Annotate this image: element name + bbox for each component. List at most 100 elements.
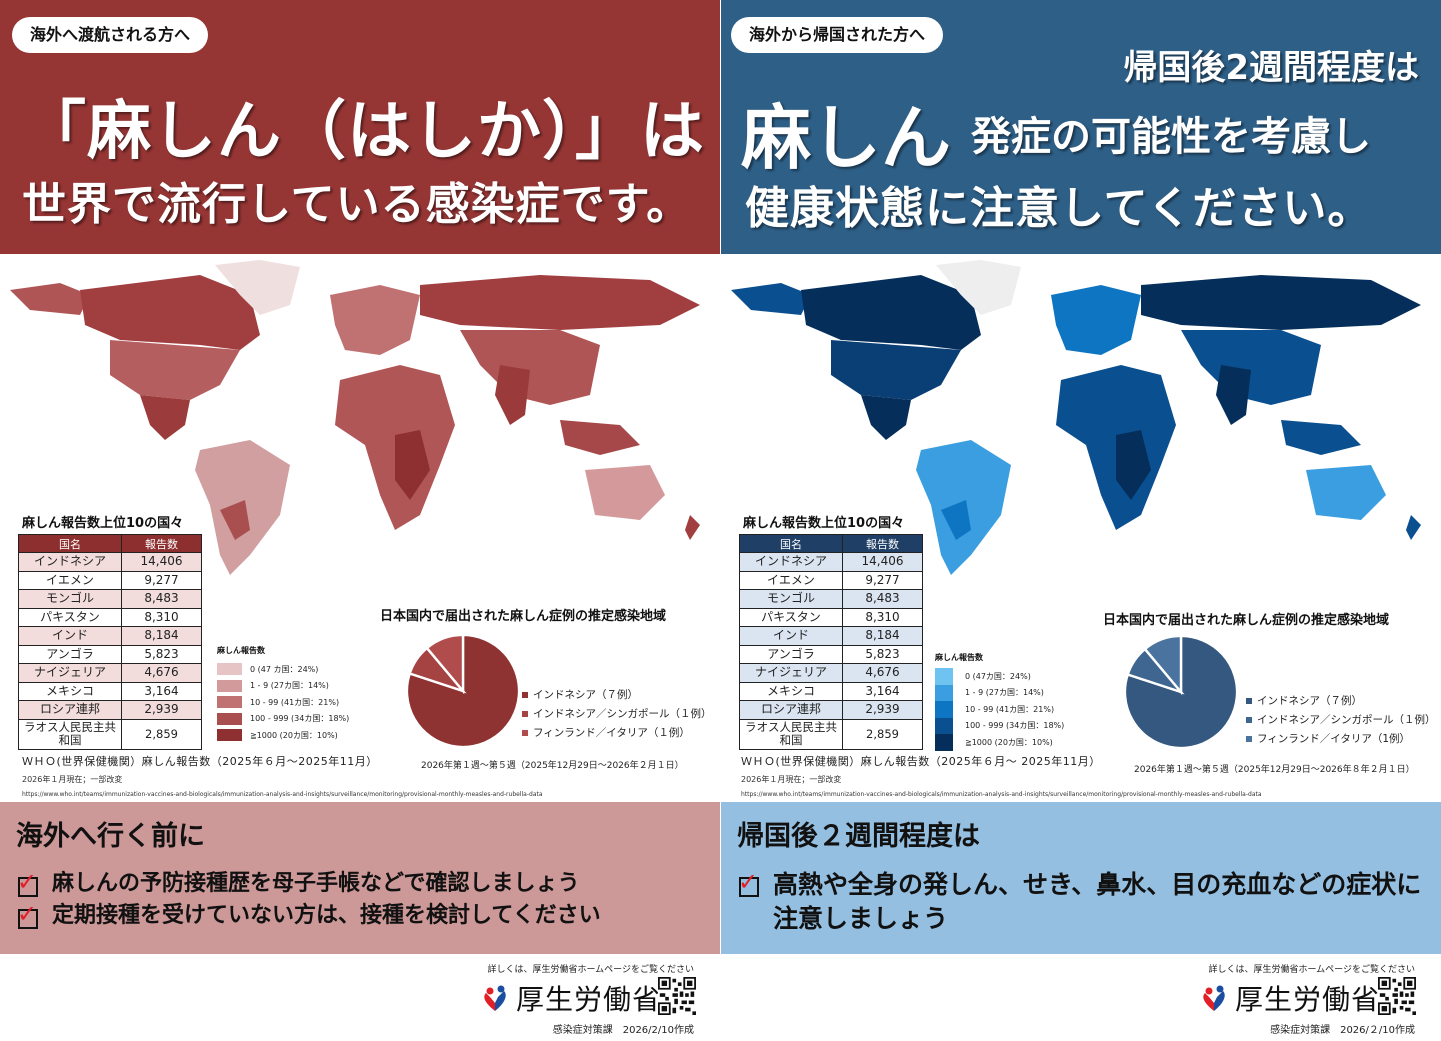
- table-row: モンゴル 8,483: [739, 589, 923, 609]
- table-row: モンゴル 8,483: [18, 589, 202, 609]
- created-date: 感染症対策課 2026/2/10作成: [552, 1025, 694, 1036]
- qr-code[interactable]: [1378, 977, 1416, 1015]
- table-row: アンゴラ 5,823: [739, 644, 923, 664]
- legend-item: 1 - 9 (27カ国：14%): [935, 684, 1064, 701]
- legend-item: ≧1000 (20カ国：10%): [217, 727, 349, 744]
- headline-big: 麻しん: [741, 97, 951, 179]
- qr-code[interactable]: [658, 977, 696, 1015]
- action-title: 海外へ行く前に: [16, 821, 205, 852]
- as-of-note: 2026年１月現在；一部改変: [22, 775, 123, 784]
- headline-line2: 健康状態に注意してください。: [745, 183, 1373, 234]
- table-row: ロシア連邦 2,939: [18, 700, 202, 720]
- footer-note: 詳しくは、厚生労働省ホームページをご覧ください: [487, 965, 694, 975]
- pie-chart: [405, 633, 521, 749]
- pie-legend-item: フィンランド／イタリア（1例）: [1246, 729, 1436, 748]
- source-line: ＷＨＯ(世界保健機関）麻しん報告数（2025年６月～2025年11月）: [22, 755, 378, 768]
- table-row: ナイジェリア 4,676: [739, 663, 923, 683]
- world-map-blue: [731, 260, 1421, 575]
- legend-swatch: [217, 679, 242, 692]
- legend-item: 1 - 9 (27カ国：14%): [217, 678, 349, 695]
- column-header: 国名: [739, 534, 843, 553]
- legend-item: 100 - 999 (34カ国：18%): [935, 717, 1064, 734]
- pie-legend-item: インドネシア／シンガポール（１例）: [1246, 710, 1436, 729]
- legend-title: 麻しん報告数: [217, 646, 265, 655]
- pie-period: 2026年第１週～第５週（2025年12月29日～2026年２月１日）: [421, 761, 684, 771]
- return-travel-panel: 海外から帰国された方へ 帰国後2週間程度は 麻しん 発症の可能性を考慮し 健康状…: [721, 0, 1441, 1041]
- as-of-note: 2026年１月現在；一部改変: [741, 775, 842, 784]
- legend-swatch: [935, 684, 953, 701]
- table-row: インド 8,184: [18, 626, 202, 646]
- legend-item: 10 - 99 (41カ国：21%): [935, 701, 1064, 718]
- table-row: インド 8,184: [739, 626, 923, 646]
- table-row: イエメン 9,277: [739, 570, 923, 590]
- column-header: 国名: [18, 534, 122, 553]
- left-header: 海外へ渡航される方へ 「麻しん（はしか）」は 世界で流行している感染症です。: [0, 0, 720, 254]
- outbound-travel-panel: 海外へ渡航される方へ 「麻しん（はしか）」は 世界で流行している感染症です。 麻…: [0, 0, 720, 1041]
- map-legend: 麻しん報告数 0 (47 カ国：24%) 1 - 9 (27カ国：14%) 10…: [217, 645, 349, 744]
- mhlw-heart-logo-icon: [484, 985, 506, 1011]
- legend-swatch: [935, 717, 953, 734]
- legend-swatch: [935, 701, 953, 718]
- pie-legend: インドネシア（７例） インドネシア／シンガポール（１例） フィンランド／イタリア…: [1246, 691, 1436, 748]
- who-url[interactable]: https://www.who.int/teams/immunization-v…: [22, 791, 543, 798]
- legend-swatch: [217, 712, 242, 725]
- pie-title: 日本国内で届出された麻しん症例の推定感染地域: [380, 609, 667, 624]
- table-row: メキシコ 3,164: [18, 681, 202, 701]
- footer-note: 詳しくは、厚生労働省ホームページをご覧ください: [1208, 965, 1415, 975]
- pie-chart: [1123, 634, 1239, 750]
- headline-rest: 発症の可能性を考慮し: [971, 114, 1371, 160]
- pie-title: 日本国内で届出された麻しん症例の推定感染地域: [1103, 613, 1390, 628]
- ministry-logo: 厚生労働省: [1199, 978, 1380, 1018]
- legend-item: 10 - 99 (41カ国：21%): [217, 694, 349, 711]
- table-row: ラオス人民民主共和国 2,859: [18, 718, 202, 750]
- checkbox-icon: ✓: [738, 868, 759, 897]
- who-url[interactable]: https://www.who.int/teams/immunization-v…: [741, 791, 1262, 798]
- column-header: 報告数: [121, 534, 202, 553]
- checklist-item: ✓ 麻しんの予防接種歴を母子手帳などで確認しましょう: [17, 868, 580, 897]
- table-row: アンゴラ 5,823: [18, 644, 202, 664]
- pie-legend-item: フィンランド／イタリア（１例）: [522, 723, 712, 742]
- headline-sub: 帰国後2週間程度は: [1123, 48, 1419, 88]
- table-row: インドネシア 14,406: [739, 552, 923, 572]
- legend-item: 100 - 999 (34カ国：18%): [217, 711, 349, 728]
- top10-table: 国名 報告数 インドネシア 14,406 イエメン 9,277 モンゴル 8,483 …: [18, 534, 202, 750]
- legend-title: 麻しん報告数: [935, 653, 983, 662]
- checklist-item: ✓ 高熱や全身の発しん、せき、鼻水、目の充血などの症状に注意しましょう: [738, 868, 1422, 933]
- world-map-red: [10, 260, 700, 575]
- ministry-logo: 厚生労働省: [480, 978, 661, 1018]
- pie-legend: インドネシア（７例） インドネシア／シンガポール（１例） フィンランド／イタリア…: [522, 685, 712, 742]
- table-row: ナイジェリア 4,676: [18, 663, 202, 683]
- headline-line2: 世界で流行している感染症です。: [22, 179, 692, 230]
- table-row: ロシア連邦 2,939: [739, 700, 923, 720]
- right-header: 海外から帰国された方へ 帰国後2週間程度は 麻しん 発症の可能性を考慮し 健康状…: [721, 0, 1441, 254]
- checklist-item: ✓ 定期接種を受けていない方は、接種を検討してください: [17, 900, 601, 929]
- legend-swatch: [217, 729, 242, 742]
- table-row: パキスタン 8,310: [739, 607, 923, 627]
- table-row: イエメン 9,277: [18, 570, 202, 590]
- pie-period: 2026年第１週～第５週（2025年12月29日～2026年８年２月１日）: [1134, 765, 1415, 775]
- audience-pill: 海外へ渡航される方へ: [12, 17, 209, 53]
- checkbox-icon: ✓: [17, 868, 38, 897]
- table-row: インドネシア 14,406: [18, 552, 202, 572]
- pie-legend-item: インドネシア／シンガポール（１例）: [522, 704, 712, 723]
- created-date: 感染症対策課 2026/２/10作成: [1270, 1025, 1415, 1036]
- mhlw-heart-logo-icon: [1203, 985, 1225, 1011]
- top10-title: 麻しん報告数上位10の国々: [743, 516, 905, 531]
- audience-pill: 海外から帰国された方へ: [731, 17, 944, 53]
- column-header: 報告数: [842, 534, 923, 553]
- table-row: メキシコ 3,164: [739, 681, 923, 701]
- table-row: ラオス人民民主共和国 2,859: [739, 718, 923, 750]
- headline-line1: 「麻しん（はしか）」は: [22, 95, 705, 169]
- legend-item: 0 (47 カ国：24%): [217, 661, 349, 678]
- pie-legend-item: インドネシア（７例）: [522, 685, 712, 704]
- map-legend: 麻しん報告数 0 (47カ国：24%) 1 - 9 (27カ国：14%) 10 …: [935, 652, 1064, 751]
- action-box: 帰国後２週間程度は ✓ 高熱や全身の発しん、せき、鼻水、目の充血などの症状に注意…: [721, 802, 1441, 954]
- legend-swatch: [935, 668, 953, 685]
- legend-swatch: [217, 663, 242, 676]
- legend-swatch: [935, 734, 953, 751]
- pie-legend-item: インドネシア（７例）: [1246, 691, 1436, 710]
- legend-item: ≧1000 (20カ国：10%): [935, 734, 1064, 751]
- legend-item: 0 (47カ国：24%): [935, 668, 1064, 685]
- legend-swatch: [217, 696, 242, 709]
- action-box: 海外へ行く前に ✓ 麻しんの予防接種歴を母子手帳などで確認しましょう ✓ 定期接…: [0, 802, 720, 954]
